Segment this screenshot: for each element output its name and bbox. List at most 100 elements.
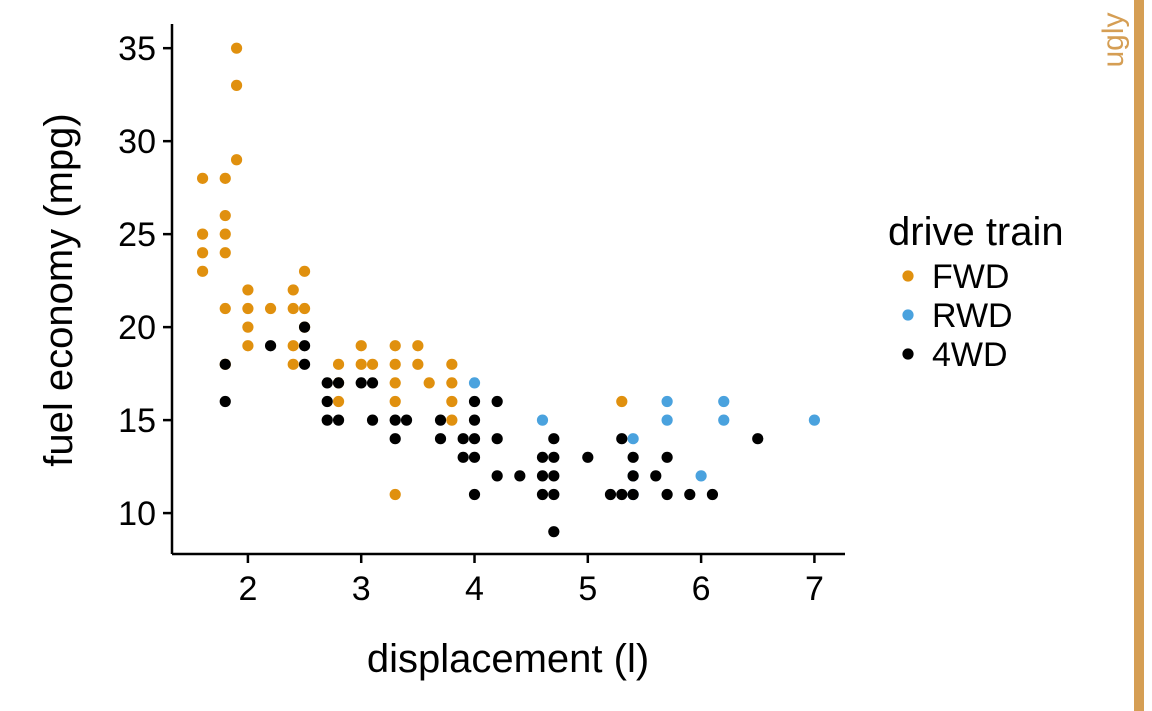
data-point [219,172,231,184]
data-point [264,340,277,352]
y-axis-title: fuel economy (mpg) [37,113,81,466]
data-point [298,340,311,352]
data-point [468,414,481,426]
data-point [321,414,333,426]
data-point [287,358,299,370]
data-point [627,470,639,482]
data-point [196,247,209,259]
series-4wd [219,321,764,538]
axes: 2 3 4 5 6 7 10 15 20 25 30 35 [118,24,845,608]
data-point [718,414,730,426]
data-point [355,358,367,370]
data-point [661,414,673,426]
side-tag-label: ugly [1097,12,1130,68]
data-point [287,284,299,296]
data-point [366,414,379,426]
x-axis-title: displacement (l) [367,637,649,681]
data-point [230,42,243,54]
y-tick-label: 35 [118,30,156,68]
data-point [468,451,481,463]
data-point [366,358,379,370]
data-point [627,433,639,445]
data-point [491,433,503,445]
y-tick-label: 15 [118,402,156,440]
data-point [548,470,560,482]
data-point [491,470,503,482]
data-point [627,451,639,463]
data-point [423,377,435,389]
data-point [468,395,481,408]
data-point [457,433,469,445]
data-point [219,358,231,370]
y-tick-label: 10 [118,495,156,533]
legend-label-fwd: FWD [932,258,1009,296]
x-tick-label: 3 [352,570,371,608]
data-point [752,433,764,445]
y-tick-label: 30 [118,123,156,161]
data-point [355,340,367,352]
data-point [366,377,379,389]
side-tag: ugly [1096,0,1132,80]
legend-label-rwd: RWD [932,297,1013,335]
data-point [412,358,424,370]
legend-key-4wd [902,348,914,360]
data-point [446,414,458,426]
data-point [536,470,549,482]
x-tick-label: 7 [805,570,824,608]
data-point [434,414,447,426]
data-point [457,451,469,463]
data-points [196,42,821,538]
data-point [389,433,401,445]
data-point [287,340,299,352]
data-point [230,154,243,166]
data-point [287,302,299,315]
legend-title: drive train [888,210,1064,254]
data-point [389,414,401,426]
data-point [321,377,333,389]
side-accent-bar [1134,0,1144,711]
data-point [242,284,254,296]
data-point [219,395,231,408]
data-point [616,488,628,501]
data-point [446,377,458,389]
data-point [264,302,277,315]
data-point [434,433,447,445]
data-point [468,488,481,501]
data-point [548,451,560,463]
data-point [695,470,707,482]
data-point [298,321,311,333]
data-point [536,488,549,501]
data-point [196,265,209,277]
legend-key-fwd [902,270,914,282]
data-point [219,209,231,222]
data-point [355,377,367,389]
data-point [196,172,209,184]
data-point [582,451,594,463]
data-point [242,340,254,352]
data-point [332,395,345,408]
data-point [808,414,821,426]
data-point [491,395,503,408]
series-fwd [196,42,628,501]
x-tick-label: 2 [238,570,257,608]
data-point [661,451,673,463]
data-point [548,433,560,445]
x-tick-label: 4 [465,570,484,608]
data-point [706,488,719,501]
x-tick-label: 6 [692,570,711,608]
data-point [332,358,345,370]
data-point [321,395,333,408]
y-tick-label: 25 [118,216,156,254]
data-point [332,377,345,389]
data-point [514,470,526,482]
data-point [219,302,231,315]
data-point [661,395,673,408]
data-point [468,433,481,445]
data-point [684,488,696,501]
data-point [548,526,560,538]
legend-label-4wd: 4WD [932,336,1008,374]
data-point [298,302,311,315]
data-point [389,395,401,408]
